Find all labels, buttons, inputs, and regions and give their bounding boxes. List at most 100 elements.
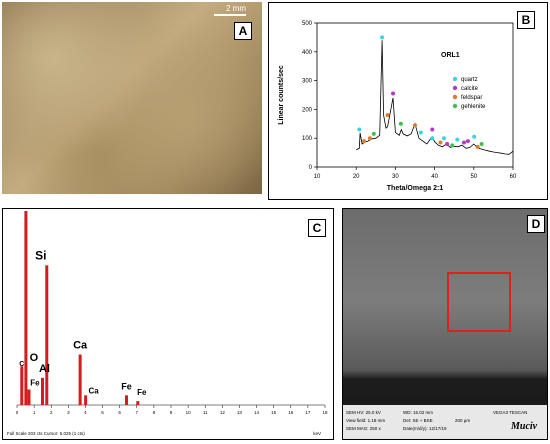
legend-quartz-label: quartz bbox=[461, 77, 478, 83]
xrd-y-tick-label: 500 bbox=[302, 21, 313, 27]
scale-bar bbox=[214, 14, 246, 16]
xrd-marker-quartz bbox=[430, 136, 435, 141]
xrd-plot-frame bbox=[316, 22, 514, 168]
panel-c-eds-spectrum: 0 1 2 3 4 5 6 7 8 9 10 11 12 13 14 15 16 17 18 Full Scale 2… bbox=[2, 208, 334, 440]
panel-c-label: C bbox=[308, 219, 326, 237]
xrd-marker-calcite bbox=[462, 140, 466, 145]
eds-peak-label-ca: Ca bbox=[73, 340, 88, 352]
eds-x-tick-label: 13 bbox=[237, 410, 243, 415]
sem-info-bar: SEM HV: 25.0 kV WD: 16.02 mm VEGA3 TESCA… bbox=[343, 405, 547, 439]
xrd-marker-quartz bbox=[472, 134, 477, 139]
xrd-y-axis-label: Linear counts/sec bbox=[278, 65, 285, 125]
panel-d-sem-image: D SEM HV: 25.0 kV WD: 16.02 mm VEGA3 TES… bbox=[342, 208, 548, 440]
eds-peak-si bbox=[45, 265, 49, 405]
xrd-x-tick-label: 50 bbox=[470, 174, 477, 180]
xrd-marker-feldspar bbox=[362, 139, 367, 144]
eds-x-tick-label: 5 bbox=[101, 410, 104, 415]
xrd-marker-gehlenite bbox=[371, 131, 376, 136]
legend-calcite-label: calcite bbox=[461, 86, 479, 92]
xrd-x-tick-label: 20 bbox=[353, 174, 360, 180]
xrd-marker-quartz bbox=[380, 35, 385, 40]
xrd-y-tick-label: 0 bbox=[309, 165, 313, 171]
xrd-y-tick-label: 300 bbox=[302, 79, 313, 85]
sem-wd: WD: 16.02 mm bbox=[403, 410, 434, 415]
eds-peak-label-al: Al bbox=[39, 363, 50, 375]
eds-peak-fe bbox=[136, 401, 140, 405]
sem-hv: SEM HV: 25.0 kV bbox=[346, 410, 381, 415]
sem-det: Det: SE + BSE bbox=[403, 418, 433, 423]
xrd-title: ORL1 bbox=[441, 52, 460, 59]
legend-gehlenite-label: gehlenite bbox=[461, 104, 486, 110]
legend-feldspar-label: feldspar bbox=[461, 95, 482, 101]
xrd-marker-gehlenite bbox=[450, 143, 455, 148]
eds-x-tick-label: 8 bbox=[153, 410, 156, 415]
eds-x-tick-label: 2 bbox=[50, 410, 53, 415]
sem-view: View field: 1.18 mm bbox=[346, 418, 386, 423]
legend-quartz-dot bbox=[452, 76, 458, 82]
panel-a-label: A bbox=[234, 22, 252, 40]
eds-peak-fe bbox=[125, 395, 129, 405]
sem-scale: 200 µm bbox=[455, 418, 471, 423]
xrd-marker-calcite bbox=[391, 91, 396, 96]
scale-bar-label: 2 mm bbox=[226, 4, 246, 13]
xrd-y-tick-label: 100 bbox=[302, 136, 313, 142]
eds-x-tick-label: 4 bbox=[84, 410, 87, 415]
xrd-marker-feldspar bbox=[367, 136, 372, 141]
xrd-marker-gehlenite bbox=[398, 121, 403, 126]
eds-x-tick-label: 15 bbox=[271, 410, 277, 415]
xrd-marker-feldspar bbox=[413, 123, 417, 128]
xrd-y-tick-label: 200 bbox=[302, 107, 313, 113]
eds-x-tick-label: 16 bbox=[288, 410, 294, 415]
sem-logo: Muciv bbox=[511, 421, 538, 432]
xrd-marker-quartz bbox=[357, 127, 362, 132]
eds-x-tick-label: 11 bbox=[203, 410, 208, 415]
xrd-marker-quartz bbox=[418, 130, 423, 135]
eds-x-tick-label: 14 bbox=[254, 410, 260, 415]
eds-x-tick-label: 1 bbox=[33, 410, 36, 415]
sem-date: Date(m/d/y): 12/17/19 bbox=[403, 426, 447, 431]
eds-peak-label-c: C bbox=[19, 361, 24, 368]
xrd-marker-gehlenite bbox=[479, 141, 484, 146]
xrd-series-line bbox=[356, 40, 514, 155]
panel-b-label: B bbox=[517, 11, 535, 29]
eds-x-tick-label: 6 bbox=[118, 410, 121, 415]
eds-peak-label-ca: Ca bbox=[88, 386, 99, 395]
legend-feldspar-dot bbox=[452, 94, 458, 100]
xrd-x-tick-label: 30 bbox=[392, 174, 399, 180]
xrd-x-tick-label: 40 bbox=[431, 174, 438, 180]
eds-peak-o bbox=[24, 211, 28, 405]
eds-peak-ca bbox=[84, 395, 88, 405]
eds-peak-label-fe: Fe bbox=[30, 378, 40, 387]
eds-peak-c bbox=[20, 366, 24, 405]
eds-x-tick-label: 0 bbox=[16, 410, 19, 415]
eds-unit-label: keV bbox=[313, 431, 321, 436]
eds-x-tick-label: 18 bbox=[322, 410, 328, 415]
xrd-marker-calcite bbox=[430, 127, 435, 132]
eds-x-tick-label: 10 bbox=[186, 410, 192, 415]
eds-footer: Full Scale 203 cts Cursor: 5.025 (1 cts) bbox=[7, 431, 85, 436]
xrd-marker-calcite bbox=[445, 141, 450, 146]
eds-x-tick-label: 9 bbox=[170, 410, 173, 415]
xrd-marker-feldspar bbox=[385, 113, 390, 118]
xrd-chart: 10 20 30 40 50 60 0 100 200 300 400 500 Theta/Omega … bbox=[278, 21, 517, 192]
eds-peak-label-fe: Fe bbox=[121, 381, 132, 391]
xrd-marker-feldspar bbox=[475, 144, 480, 149]
sem-vega: VEGA3 TESCAN bbox=[493, 410, 528, 415]
panel-d-label: D bbox=[527, 215, 545, 233]
eds-peak-label-o: O bbox=[30, 352, 39, 364]
xrd-x-tick-label: 60 bbox=[510, 174, 517, 180]
xrd-marker-quartz bbox=[442, 136, 447, 141]
eds-peak-label-fe: Fe bbox=[137, 388, 147, 397]
eds-x-tick-label: 7 bbox=[136, 410, 139, 415]
xrd-marker-quartz bbox=[455, 137, 460, 142]
eds-peak-ca bbox=[78, 354, 82, 405]
sem-mag: SEM MAG: 250 x bbox=[346, 426, 381, 431]
legend-gehlenite-dot bbox=[452, 103, 458, 109]
xrd-x-tick-label: 10 bbox=[314, 174, 321, 180]
eds-x-tick-label: 17 bbox=[305, 410, 311, 415]
xrd-marker-feldspar bbox=[438, 140, 443, 145]
panel-a-optical-image: 2 mm A bbox=[2, 2, 262, 194]
eds-x-tick-label: 3 bbox=[67, 410, 70, 415]
eds-peak-al bbox=[40, 377, 44, 405]
